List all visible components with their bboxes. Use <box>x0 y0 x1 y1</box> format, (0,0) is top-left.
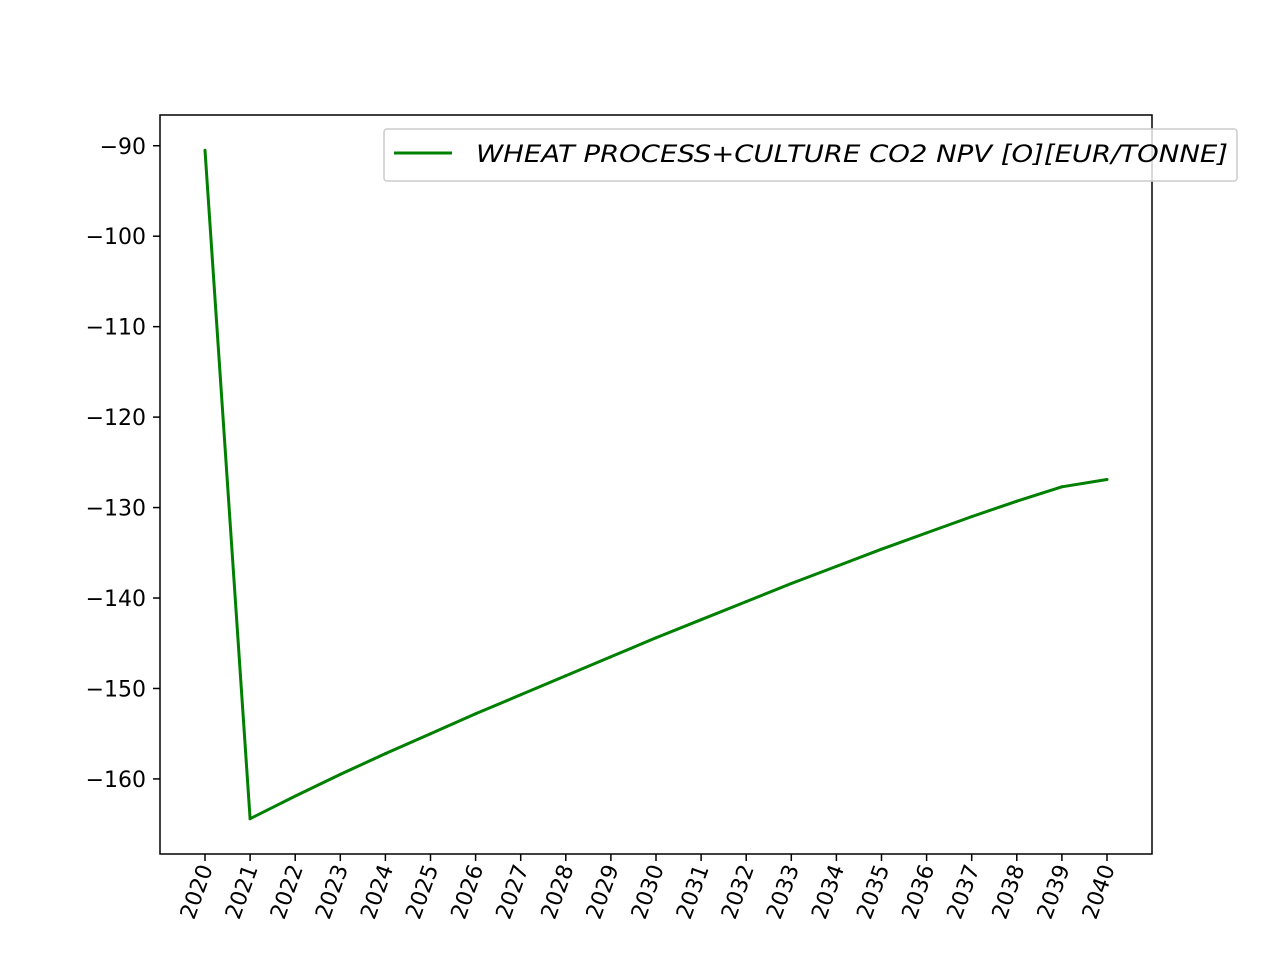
x-tick-label: 2020 <box>176 862 219 923</box>
y-tick-label: −110 <box>86 316 146 341</box>
legend: WHEAT PROCESS+CULTURE CO2 NPV [O][EUR/TO… <box>383 128 1238 182</box>
x-tick-label: 2036 <box>898 862 941 923</box>
data-point <box>564 674 568 678</box>
data-point <box>474 712 478 716</box>
data-point <box>1060 485 1064 489</box>
x-axis: 2020 2021 2022 2023 2024 2025 2026 2027 2028 2029… <box>176 854 1121 923</box>
x-tick-label: 2030 <box>627 862 670 923</box>
x-tick-label: 2031 <box>672 862 715 923</box>
x-tick-label: 2034 <box>807 862 850 923</box>
data-point <box>429 732 432 736</box>
x-tick-label: 2024 <box>356 862 399 923</box>
y-tick-label: −120 <box>86 406 146 431</box>
data-point <box>293 794 297 798</box>
series-layer <box>203 148 1109 821</box>
data-point <box>203 148 207 152</box>
x-tick-label: 2025 <box>401 862 444 923</box>
data-point <box>880 547 883 551</box>
data-point <box>1015 499 1019 503</box>
data-point <box>834 564 838 568</box>
y-tick-label: −160 <box>86 768 146 793</box>
data-point <box>789 582 793 586</box>
data-point <box>925 531 929 535</box>
x-tick-label: 2026 <box>447 862 490 923</box>
x-tick-label: 2021 <box>221 862 264 923</box>
plot-frame <box>159 114 1153 855</box>
data-point <box>338 772 342 776</box>
x-tick-label: 2028 <box>537 862 580 923</box>
data-point <box>970 515 974 519</box>
y-tick-label: −130 <box>86 497 146 522</box>
x-tick-label: 2033 <box>762 862 805 923</box>
y-axis: −90 −100 −110 −120 −130 −140 −150 −160 <box>86 135 160 793</box>
x-tick-label: 2038 <box>988 862 1031 923</box>
legend-label: WHEAT PROCESS+CULTURE CO2 NPV [O][EUR/TO… <box>476 140 1228 168</box>
x-tick-label: 2037 <box>943 862 986 923</box>
y-tick-label: −140 <box>86 587 146 612</box>
plot-area <box>160 115 1152 854</box>
x-tick-label: 2022 <box>266 862 309 923</box>
x-tick-label: 2029 <box>582 862 625 923</box>
data-point <box>248 817 252 821</box>
data-point <box>699 618 703 622</box>
x-tick-label: 2039 <box>1033 862 1076 923</box>
data-point <box>609 655 613 659</box>
x-tick-label: 2027 <box>492 862 535 923</box>
x-tick-label: 2035 <box>852 862 895 923</box>
y-tick-label: −90 <box>100 135 146 160</box>
y-tick-label: −150 <box>86 677 146 702</box>
legend-box <box>383 128 1238 182</box>
x-tick-label: 2032 <box>717 862 760 923</box>
x-tick-label: 2023 <box>311 862 354 923</box>
data-point <box>519 693 523 697</box>
data-point <box>383 752 387 756</box>
x-tick-label: 2040 <box>1078 862 1121 923</box>
data-point <box>744 600 748 604</box>
data-point <box>1105 478 1109 482</box>
data-point <box>654 636 658 640</box>
y-tick-label: −100 <box>86 225 146 250</box>
